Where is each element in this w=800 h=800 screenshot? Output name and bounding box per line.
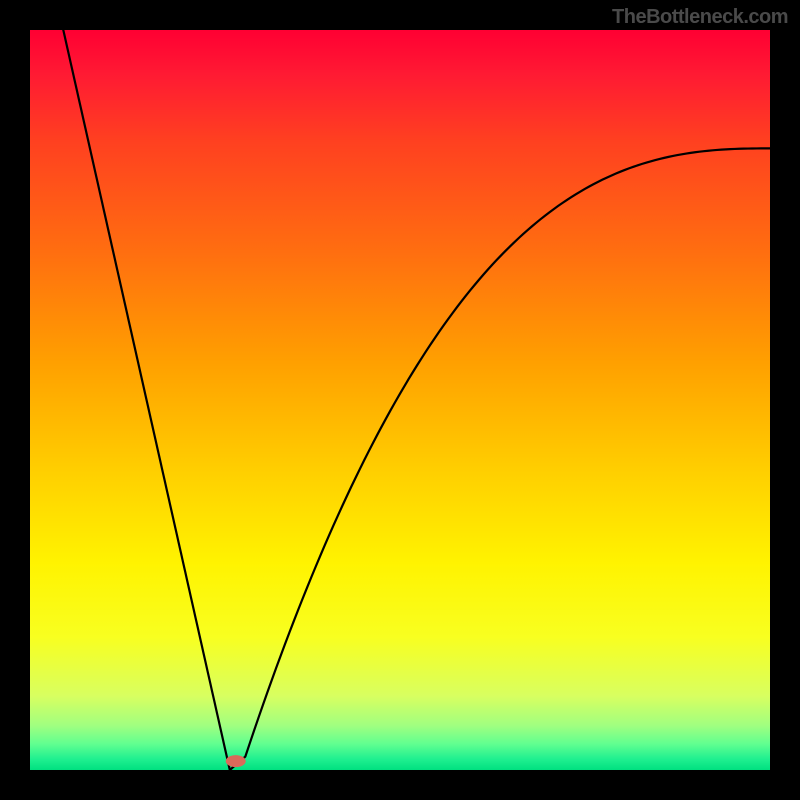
plot-background xyxy=(30,30,770,770)
bottleneck-chart xyxy=(0,0,800,800)
watermark-text: TheBottleneck.com xyxy=(612,6,788,29)
chart-container: TheBottleneck.com xyxy=(0,0,800,800)
minimum-marker xyxy=(226,755,246,767)
